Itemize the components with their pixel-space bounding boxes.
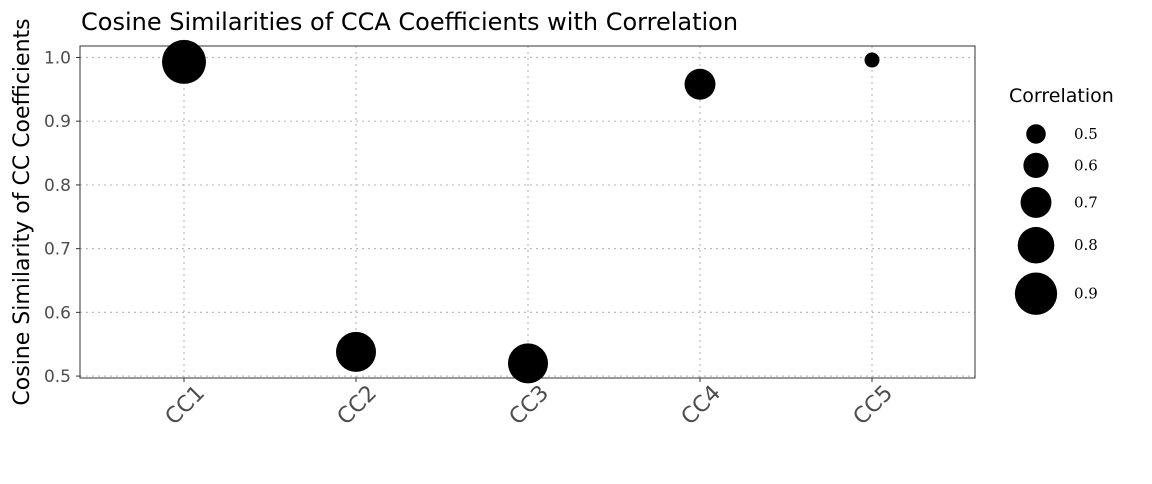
y-tick-label: 0.8 bbox=[44, 176, 71, 196]
grid-layer bbox=[80, 46, 975, 378]
y-tick-label: 1.0 bbox=[44, 48, 71, 68]
legend-title: Correlation bbox=[1009, 85, 1114, 107]
point-layer bbox=[162, 39, 880, 384]
x-tick-label: CC5 bbox=[849, 381, 898, 430]
y-tick-label: 0.9 bbox=[44, 112, 71, 132]
chart-title: Cosine Similarities of CCA Coefficients … bbox=[81, 8, 738, 36]
axis-layer: 0.5 0.6 0.7 0.8 0.9 1.0 CC1 CC2 CC3 CC4 CC5 bbox=[44, 48, 898, 430]
data-point bbox=[864, 52, 880, 68]
legend-key bbox=[1017, 226, 1055, 264]
legend-label: 0.5 bbox=[1074, 125, 1098, 143]
x-tick-label: CC3 bbox=[505, 381, 554, 430]
legend-key bbox=[1026, 124, 1046, 144]
x-tick-label: CC1 bbox=[161, 381, 210, 430]
data-point bbox=[507, 343, 549, 384]
legend-label: 0.7 bbox=[1074, 193, 1098, 211]
legend-key bbox=[1020, 187, 1052, 218]
x-tick-label: CC4 bbox=[677, 381, 726, 430]
y-tick-label: 0.6 bbox=[44, 303, 71, 323]
y-axis-label: Cosine Similarity of CC Coefficients bbox=[10, 18, 35, 405]
data-point bbox=[684, 68, 716, 100]
x-tick-label: CC2 bbox=[333, 381, 382, 430]
y-tick-label: 0.7 bbox=[44, 240, 71, 260]
legend-label: 0.6 bbox=[1074, 156, 1098, 174]
legend-label: 0.8 bbox=[1074, 236, 1098, 254]
legend-key bbox=[1014, 272, 1058, 315]
legend-label: 0.9 bbox=[1074, 285, 1098, 303]
legend: Correlation 0.5 0.6 0.7 0.8 0.9 bbox=[1009, 85, 1114, 315]
legend-key bbox=[1023, 152, 1049, 179]
data-point bbox=[162, 39, 206, 84]
y-tick-label: 0.5 bbox=[44, 367, 71, 387]
data-point bbox=[335, 331, 377, 372]
